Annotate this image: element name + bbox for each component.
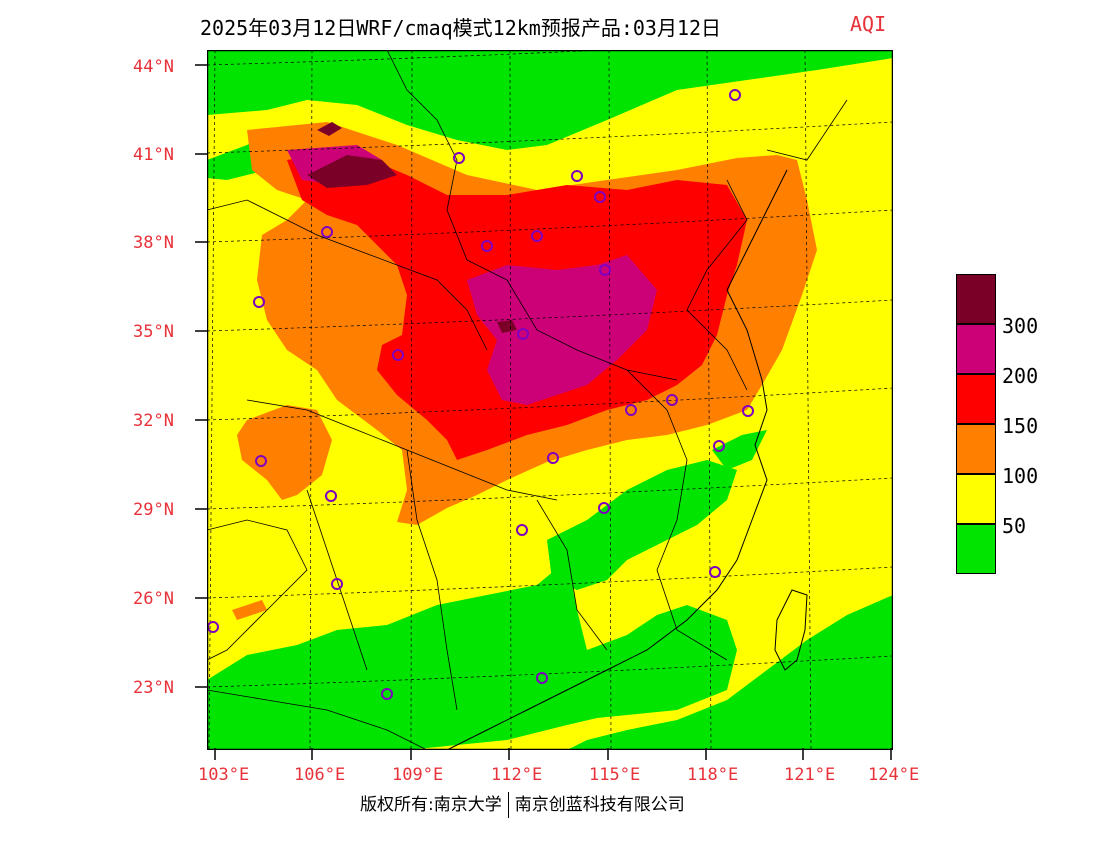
station-marker xyxy=(666,394,678,406)
station-marker xyxy=(392,349,404,361)
good-zone-coast xyxy=(712,430,767,470)
legend-swatch-usg xyxy=(956,424,996,474)
map-canvas xyxy=(206,34,894,751)
station-marker xyxy=(536,672,548,684)
legend-label: 150 xyxy=(1002,414,1039,438)
lon-label: 121°E xyxy=(784,765,836,785)
hazardous-zone-central xyxy=(497,320,517,333)
station-marker xyxy=(453,152,465,164)
lat-ticks xyxy=(195,64,207,688)
lat-label: 35°N xyxy=(133,322,174,342)
station-marker xyxy=(255,455,267,467)
usg-zone-southwest xyxy=(232,600,267,620)
station-marker xyxy=(253,296,265,308)
lat-label: 29°N xyxy=(133,500,174,520)
legend-swatch-moderate xyxy=(956,474,996,524)
province-borders xyxy=(206,49,848,751)
station-marker xyxy=(381,688,393,700)
lat-label: 41°N xyxy=(133,145,174,165)
station-marker xyxy=(516,524,528,536)
legend-label: 200 xyxy=(1002,364,1039,388)
lon-label: 109°E xyxy=(392,765,444,785)
good-zone-north xyxy=(207,50,893,150)
good-zone-central xyxy=(547,460,737,590)
station-marker xyxy=(481,240,493,252)
station-marker xyxy=(713,440,725,452)
station-marker xyxy=(517,328,529,340)
copyright: 版权所有:南京大学 南京创蓝科技有限公司 xyxy=(360,790,685,818)
aqi-map[interactable] xyxy=(206,34,894,751)
legend-swatch-hazardous xyxy=(956,274,996,324)
lat-label: 38°N xyxy=(133,233,174,253)
good-zone-east-sea xyxy=(567,595,893,750)
station-marker xyxy=(547,452,559,464)
station-marker xyxy=(331,578,343,590)
legend-label: 100 xyxy=(1002,464,1039,488)
lat-label: 26°N xyxy=(133,589,174,609)
station-marker xyxy=(742,405,754,417)
variable-label: AQI xyxy=(850,12,887,36)
taiwan-outline xyxy=(774,589,808,671)
station-marker xyxy=(321,226,333,238)
map-title: 2025年03月12日WRF/cmaq模式12km预报产品:03月12日 xyxy=(200,16,722,40)
lon-label: 103°E xyxy=(198,765,250,785)
lat-label: 23°N xyxy=(133,678,174,698)
coastline xyxy=(446,169,788,751)
legend-swatch-good xyxy=(956,524,996,574)
legend-swatch-very-unhealthy xyxy=(956,324,996,374)
station-marker xyxy=(571,170,583,182)
copyright-divider xyxy=(507,792,509,818)
map-frame xyxy=(206,49,894,751)
good-zone-south xyxy=(207,560,737,750)
station-marker xyxy=(594,191,606,203)
graticule xyxy=(206,34,894,751)
lon-label: 112°E xyxy=(491,765,543,785)
lat-label: 44°N xyxy=(133,57,174,77)
copyright-right: 南京创蓝科技有限公司 xyxy=(514,795,685,815)
lon-label: 106°E xyxy=(294,765,346,785)
legend-label: 300 xyxy=(1002,314,1039,338)
lon-label: 115°E xyxy=(589,765,641,785)
lat-label: 32°N xyxy=(133,411,174,431)
station-marker xyxy=(625,404,637,416)
station-marker xyxy=(325,490,337,502)
station-marker xyxy=(729,89,741,101)
hazardous-zone xyxy=(307,155,397,188)
lon-label: 118°E xyxy=(687,765,739,785)
copyright-left: 版权所有:南京大学 xyxy=(360,795,502,815)
station-marker xyxy=(598,502,610,514)
lon-label: 124°E xyxy=(868,765,920,785)
station-marker xyxy=(709,566,721,578)
station-markers xyxy=(207,89,754,700)
lon-ticks xyxy=(214,748,892,760)
usg-zone-west xyxy=(237,405,332,500)
legend-swatch-unhealthy xyxy=(956,374,996,424)
station-marker xyxy=(599,264,611,276)
legend-label: 50 xyxy=(1002,514,1027,538)
hazardous-zone-north xyxy=(317,122,342,136)
station-marker xyxy=(531,230,543,242)
